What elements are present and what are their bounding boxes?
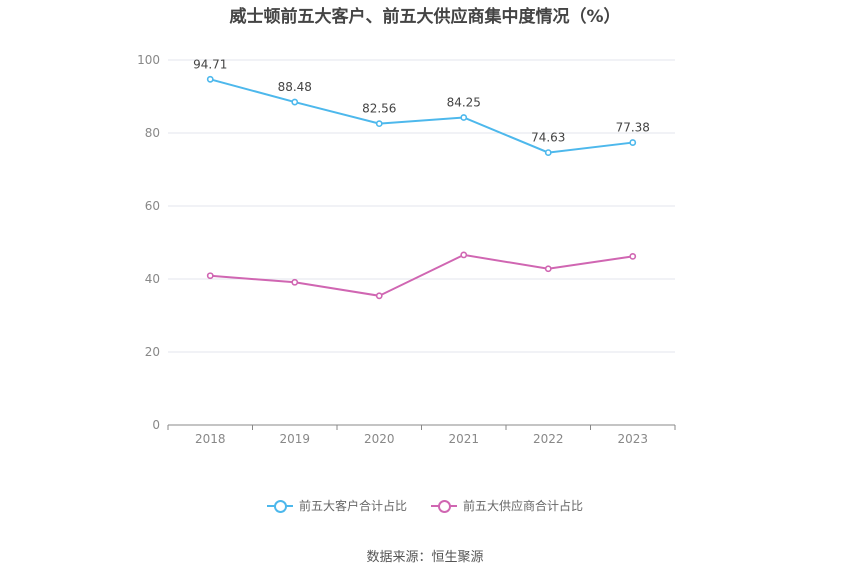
- legend-marker-customers: [266, 499, 293, 513]
- x-tick-label: 2021: [448, 432, 479, 446]
- legend-label-customers: 前五大客户合计占比: [298, 499, 407, 513]
- data-point: [460, 114, 468, 121]
- series-line-0: [209, 78, 633, 154]
- data-point: [206, 272, 214, 280]
- data-point: [629, 139, 637, 146]
- data-point: [291, 278, 299, 286]
- data-label: 82.56: [362, 102, 396, 116]
- x-tick-label: 2020: [364, 432, 395, 446]
- chart-title: 威士顿前五大客户、前五大供应商集中度情况（%）: [229, 7, 621, 27]
- y-tick-label: 20: [145, 345, 160, 359]
- y-tick-label: 100: [137, 53, 160, 67]
- x-tick-label: 2018: [195, 432, 226, 446]
- data-point: [375, 292, 383, 300]
- legend-label-suppliers: 前五大供应商合计占比: [463, 499, 584, 513]
- x-tick-label: 2022: [533, 432, 564, 446]
- data-label: 94.71: [193, 57, 227, 71]
- data-point: [375, 120, 383, 128]
- data-point: [544, 149, 552, 157]
- data-point: [544, 265, 552, 273]
- y-tick-label: 40: [145, 272, 160, 286]
- data-point: [460, 251, 468, 259]
- legend-item-customers[interactable]: 前五大客户合计占比: [266, 497, 407, 514]
- legend: 前五大客户合计占比 前五大供应商合计占比: [0, 497, 850, 514]
- y-tick-label: 60: [145, 199, 160, 213]
- legend-marker-suppliers: [431, 499, 457, 513]
- series-line-1: [210, 253, 633, 297]
- data-label: 88.48: [278, 80, 312, 94]
- x-tick-label: 2019: [279, 432, 310, 446]
- source-note: 数据来源：恒生聚源: [366, 550, 484, 565]
- y-tick-label: 0: [152, 418, 160, 432]
- data-point: [206, 75, 214, 83]
- legend-item-suppliers[interactable]: 前五大供应商合计占比: [431, 497, 583, 514]
- x-tick-label: 2023: [617, 432, 648, 446]
- data-label: 74.63: [531, 131, 565, 145]
- data-point: [629, 252, 637, 260]
- data-label: 77.38: [616, 121, 650, 135]
- data-label: 84.25: [447, 95, 481, 109]
- data-point: [291, 98, 299, 106]
- y-tick-label: 80: [145, 126, 160, 140]
